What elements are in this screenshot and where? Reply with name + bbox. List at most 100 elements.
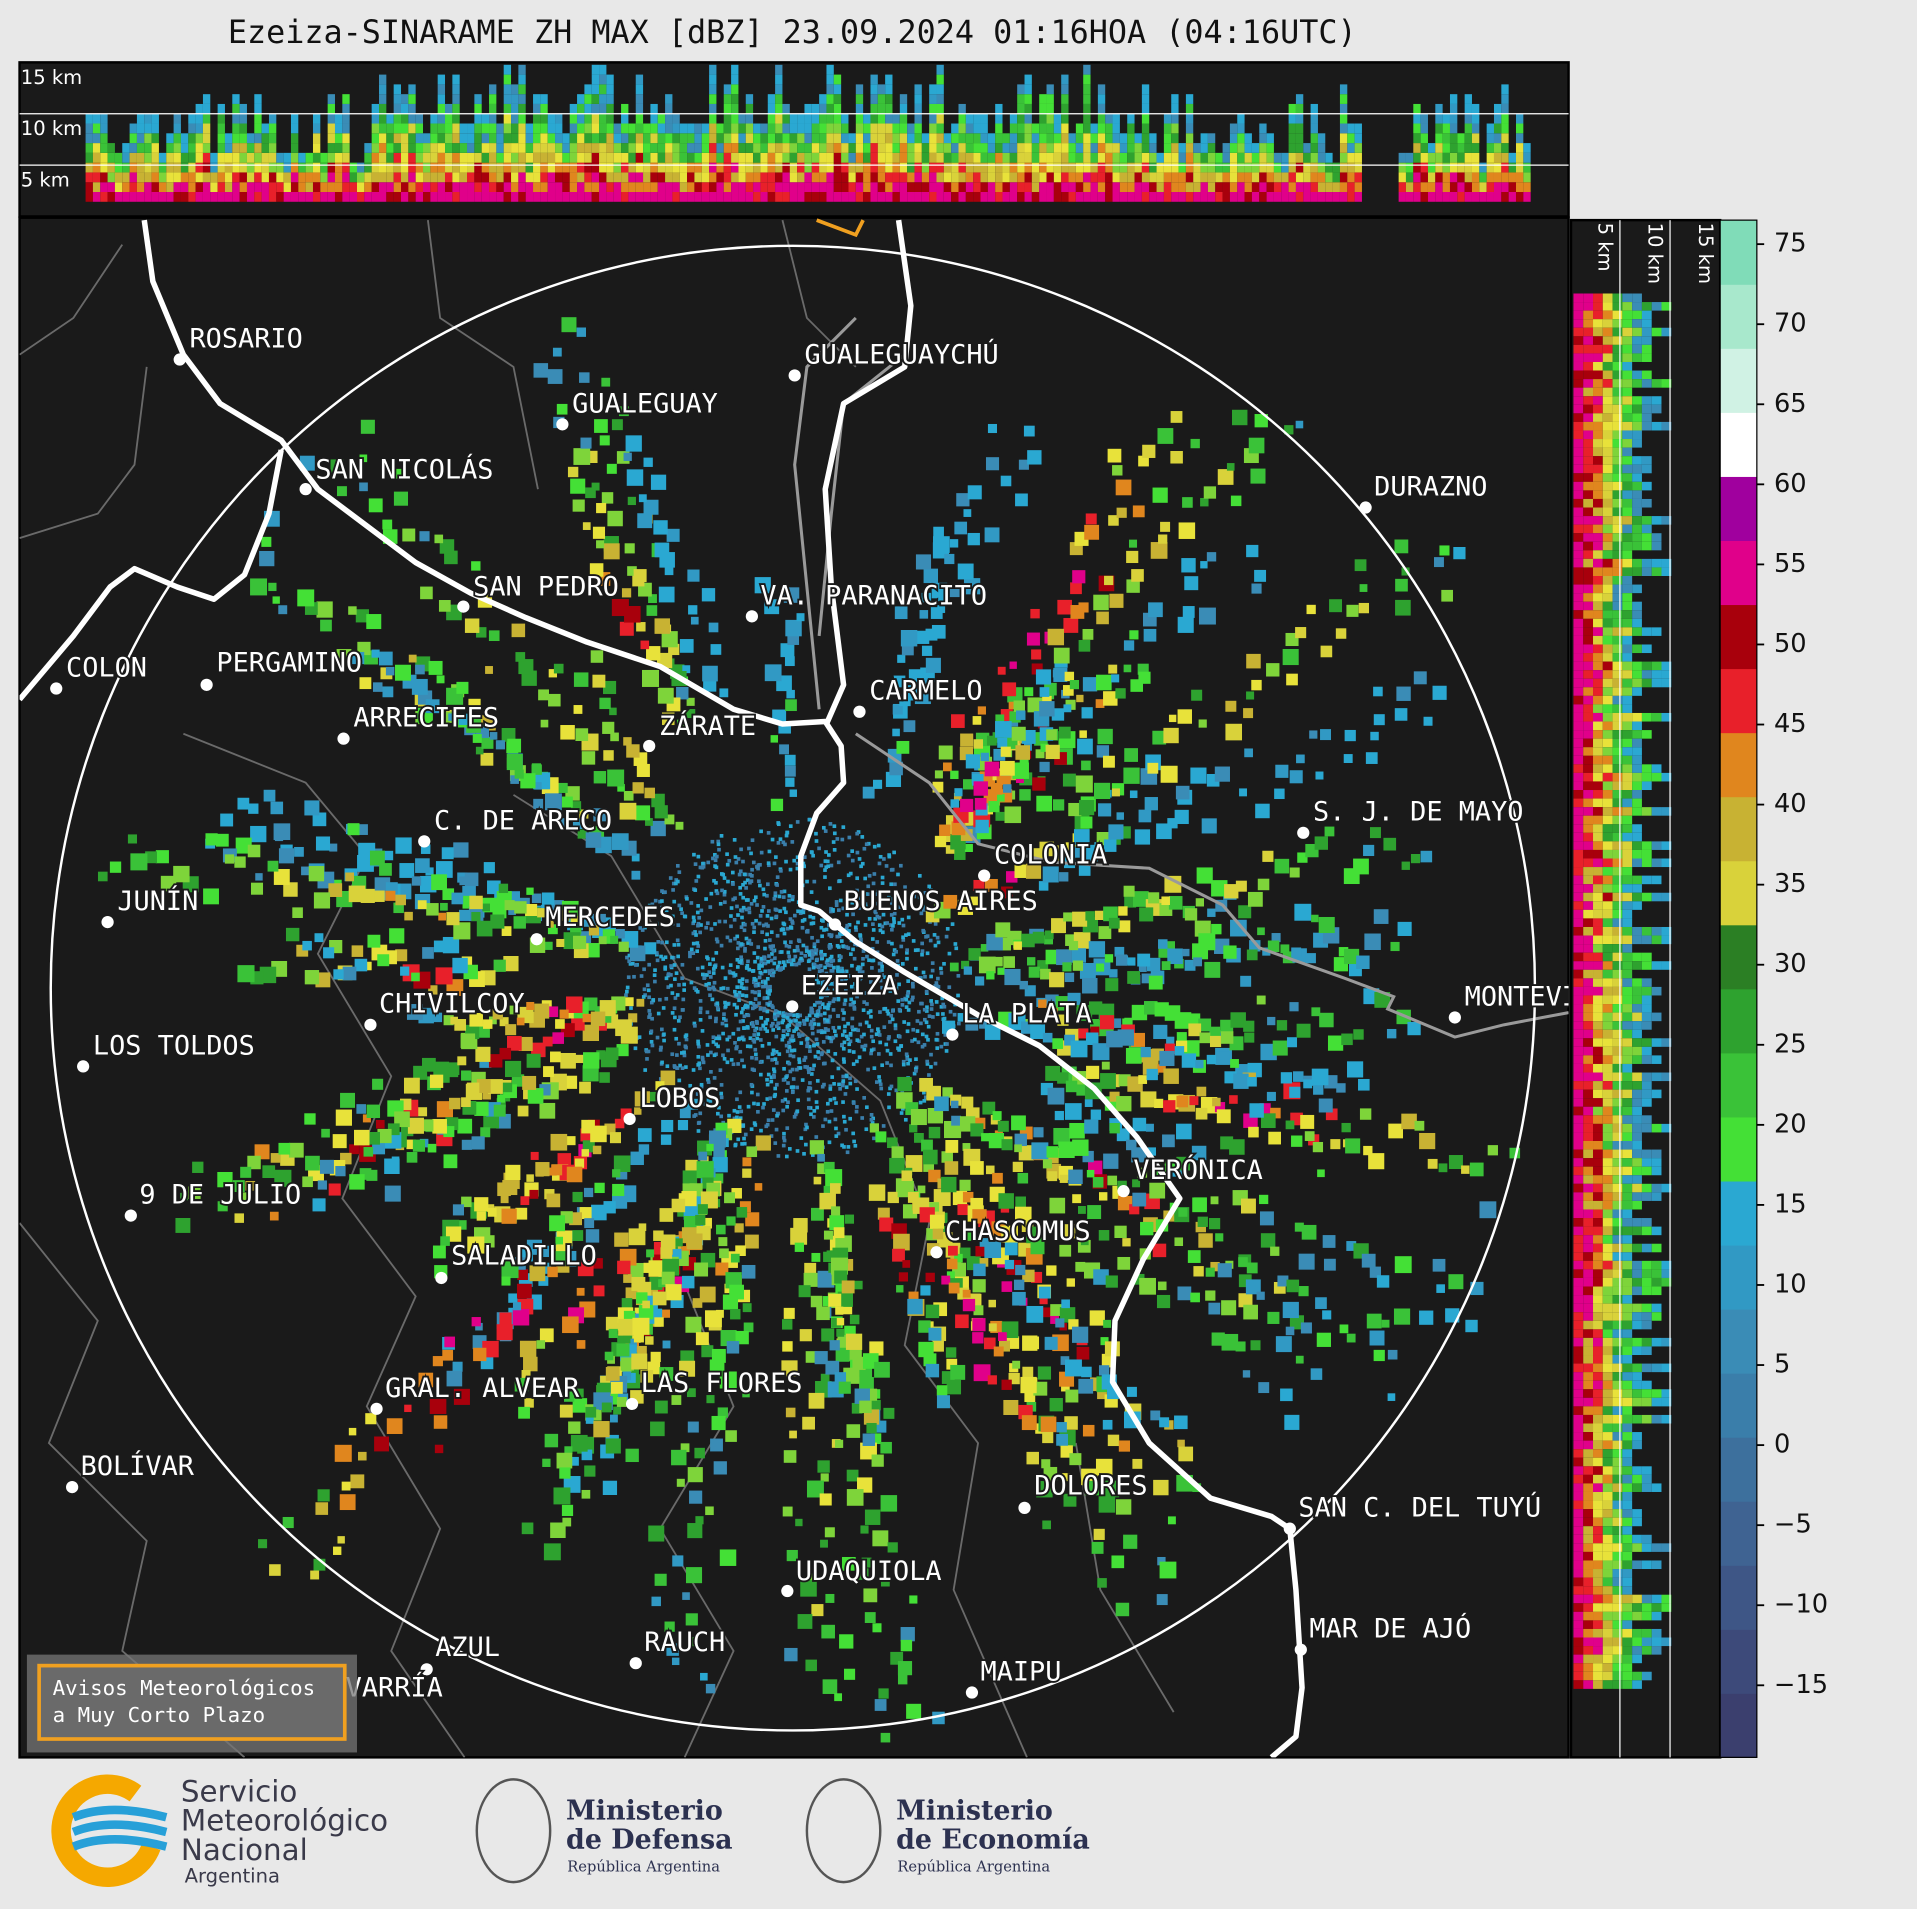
echo-pixel xyxy=(848,1002,853,1007)
profile-pixel xyxy=(1141,192,1150,202)
echo-pixel xyxy=(862,1032,866,1037)
profile-pixel xyxy=(1237,182,1245,193)
echo-pixel xyxy=(1436,1284,1445,1293)
profile-pixel xyxy=(973,113,981,124)
echo-pixel xyxy=(682,982,687,987)
echo-pixel xyxy=(668,643,680,656)
profile-pixel xyxy=(533,133,541,144)
profile-pixel xyxy=(100,152,108,163)
profile-pixel xyxy=(811,103,820,114)
echo-pixel xyxy=(767,969,772,973)
profile-pixel xyxy=(1149,172,1157,183)
echo-pixel xyxy=(761,923,766,928)
echo-pixel xyxy=(700,1029,705,1033)
echo-pixel xyxy=(823,868,827,872)
echo-pixel xyxy=(628,1366,639,1378)
echo-pixel xyxy=(936,940,941,945)
echo-pixel xyxy=(705,1043,710,1047)
echo-pixel xyxy=(722,889,727,894)
echo-pixel xyxy=(880,985,884,990)
profile-pixel xyxy=(415,123,424,134)
echo-pixel xyxy=(296,944,309,957)
echo-pixel xyxy=(1045,994,1059,1009)
echo-pixel xyxy=(740,993,745,998)
profile-pixel xyxy=(334,182,343,193)
echo-pixel xyxy=(960,829,973,841)
profile-pixel xyxy=(496,172,504,183)
echo-pixel xyxy=(781,1034,786,1039)
echo-pixel xyxy=(860,970,865,974)
profile-pixel xyxy=(1002,152,1010,163)
echo-pixel xyxy=(776,841,781,845)
echo-pixel xyxy=(1176,1032,1187,1043)
echo-pixel xyxy=(649,1029,654,1034)
profile-pixel xyxy=(474,162,482,173)
echo-pixel xyxy=(834,903,839,908)
profile-pixel xyxy=(122,162,130,173)
profile-pixel xyxy=(709,143,717,153)
echo-pixel xyxy=(840,1143,844,1148)
profile-pixel xyxy=(518,123,526,134)
profile-pixel xyxy=(1127,172,1135,183)
echo-pixel xyxy=(900,1003,905,1007)
echo-pixel xyxy=(1267,1311,1280,1324)
echo-pixel xyxy=(899,944,904,949)
profile-pixel xyxy=(1237,152,1245,163)
echo-pixel xyxy=(800,1078,805,1082)
profile-pixel xyxy=(767,133,776,144)
profile-pixel xyxy=(775,182,783,193)
echo-pixel xyxy=(677,903,682,908)
profile-pixel xyxy=(929,152,937,163)
echo-pixel xyxy=(666,972,671,976)
echo-pixel xyxy=(270,1153,281,1163)
echo-pixel xyxy=(1013,700,1026,712)
profile-pixel xyxy=(613,162,622,173)
profile-pixel xyxy=(1097,123,1106,134)
profile-pixel xyxy=(1339,143,1348,153)
echo-pixel xyxy=(686,709,696,719)
profile-pixel xyxy=(1457,162,1465,173)
echo-pixel xyxy=(1058,1141,1075,1158)
profile-pixel xyxy=(1295,113,1304,124)
echo-pixel xyxy=(917,873,922,878)
echo-pixel xyxy=(1082,1150,1094,1163)
profile-pixel xyxy=(1464,162,1472,173)
echo-pixel xyxy=(809,1112,813,1117)
profile-pixel xyxy=(202,172,211,183)
echo-pixel xyxy=(945,927,950,931)
echo-pixel xyxy=(261,536,272,547)
profile-pixel xyxy=(775,162,783,173)
profile-pixel xyxy=(503,84,512,95)
profile-pixel xyxy=(731,152,739,163)
profile-pixel xyxy=(635,152,644,163)
echo-pixel xyxy=(531,893,542,904)
profile-pixel xyxy=(1097,192,1106,202)
echo-pixel xyxy=(733,1041,737,1045)
profile-pixel xyxy=(283,182,291,193)
echo-pixel xyxy=(738,1049,743,1054)
echo-pixel xyxy=(744,886,748,890)
echo-pixel xyxy=(887,981,892,986)
echo-pixel xyxy=(653,979,657,984)
profile-pixel xyxy=(833,103,842,114)
echo-pixel xyxy=(891,979,896,984)
profile-pixel xyxy=(1515,133,1524,144)
echo-pixel xyxy=(304,970,320,985)
echo-pixel xyxy=(1323,1258,1336,1271)
profile-pixel xyxy=(811,123,820,134)
echo-pixel xyxy=(1094,842,1103,851)
echo-pixel xyxy=(972,716,982,725)
profile-pixel xyxy=(298,162,306,173)
echo-pixel xyxy=(651,998,656,1002)
echo-pixel xyxy=(905,1155,923,1172)
profile-pixel xyxy=(268,143,277,153)
echo-pixel xyxy=(1423,716,1433,726)
echo-pixel xyxy=(664,976,669,981)
profile-pixel xyxy=(129,192,137,202)
echo-pixel xyxy=(1097,1578,1107,1588)
profile-pixel xyxy=(1009,143,1018,153)
echo-pixel xyxy=(724,1192,735,1204)
profile-pixel xyxy=(1127,133,1135,144)
profile-pixel xyxy=(452,74,460,85)
profile-pixel xyxy=(1493,103,1502,114)
